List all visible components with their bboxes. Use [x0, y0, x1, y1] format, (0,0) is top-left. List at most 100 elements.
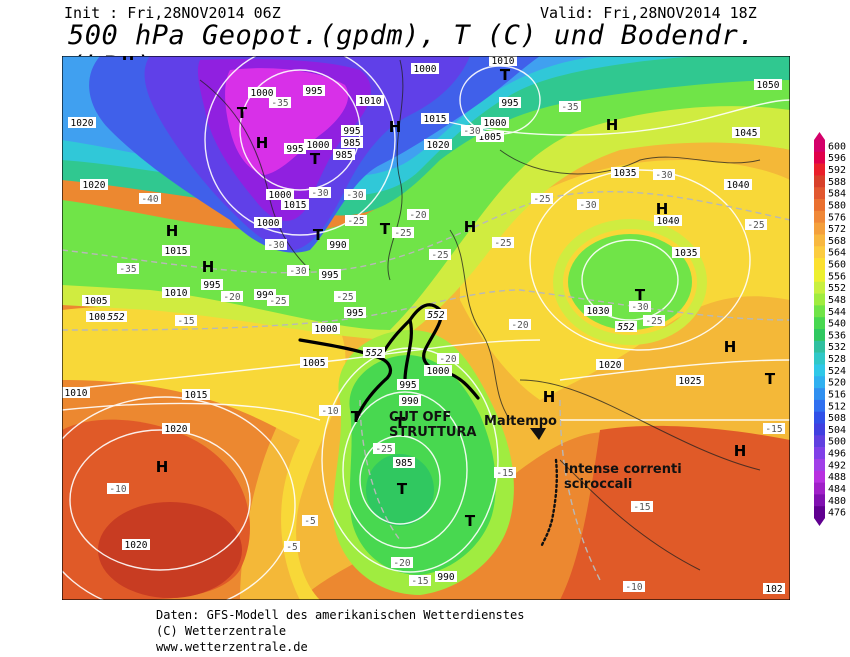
isotherm-label: -20: [409, 210, 426, 221]
valid-time: Valid: Fri,28NOV2014 18Z: [540, 4, 757, 22]
isotherm-label: -30: [267, 240, 284, 251]
label-box: [82, 295, 110, 306]
label-box: [267, 295, 289, 306]
legend-top-arrow: [814, 132, 825, 140]
label-box: [631, 501, 653, 512]
label-box: [494, 467, 516, 478]
label-box: [424, 139, 452, 150]
label-box: [623, 581, 645, 592]
legend-swatch: [814, 246, 825, 259]
high-pressure-label: H: [122, 56, 135, 64]
label-box: [509, 319, 531, 330]
isotherm-label: -10: [625, 582, 642, 593]
field-cutoff-core: [366, 454, 434, 526]
label-box: [559, 101, 581, 112]
isobar-label: 1015: [185, 390, 208, 401]
label-box: [254, 289, 276, 300]
label-box: [312, 323, 340, 334]
legend-label: 484: [828, 484, 846, 495]
map-labels: HTHTHTTHHTHHHHHHHTHTTTTT1000995101010001…: [62, 56, 785, 595]
footer-copyright: (C) Wetterzentrale: [156, 624, 287, 638]
isobar-label: 985: [335, 150, 352, 161]
label-box: [319, 269, 341, 280]
label-box: [754, 79, 782, 90]
label-box: [584, 305, 612, 316]
legend-label: 496: [828, 449, 846, 460]
annotation-correnti-line1: Intense correnti: [564, 462, 682, 477]
label-box: [105, 311, 127, 322]
label-box: [345, 215, 367, 226]
isotherm-label: -15: [765, 424, 782, 435]
label-box: [266, 189, 294, 200]
label-box: [107, 483, 129, 494]
isobar-label: 1005: [85, 296, 108, 307]
label-box: [334, 291, 356, 302]
isobar-label: 995: [286, 144, 303, 155]
legend-label: 524: [828, 366, 846, 377]
legend-swatch: [814, 269, 825, 283]
isobar-label: 1020: [83, 180, 106, 191]
label-box: [399, 395, 421, 406]
isobar-label: 995: [203, 280, 220, 291]
isotherm-label: -40: [141, 194, 158, 205]
footer-source: Daten: GFS-Modell des amerikanischen Wet…: [156, 608, 525, 622]
label-box: [344, 307, 366, 318]
isotherm-label: -15: [496, 468, 513, 479]
legend-label: 476: [828, 508, 846, 519]
annotation-cutoff: CUT OFF STRUTTURA: [389, 410, 476, 440]
isotherm-label: -20: [511, 320, 528, 331]
annotation-cutoff-line1: CUT OFF: [389, 410, 452, 425]
isobar-label: 1015: [424, 114, 447, 125]
label-box: [611, 167, 639, 178]
isobar-label: 990: [256, 290, 273, 301]
low-pressure-label: T: [351, 408, 362, 426]
label-box: [287, 265, 309, 276]
field-red-east: [560, 425, 790, 600]
isobar-label: 995: [399, 380, 416, 391]
low-pressure-label: T: [765, 370, 776, 388]
label-box: [421, 113, 449, 124]
label-box: [304, 139, 332, 150]
isobar-label: 102: [765, 584, 782, 595]
legend-label: 508: [828, 413, 846, 424]
isobar-label: 1010: [359, 96, 382, 107]
legend-label: 576: [828, 212, 846, 223]
label-box: [672, 247, 700, 258]
annotation-correnti: Intense correnti sciroccali: [564, 462, 682, 492]
label-box: [499, 97, 521, 108]
label-box: [429, 249, 451, 260]
label-box: [281, 199, 309, 210]
label-box: [763, 423, 785, 434]
legend-swatch: [814, 494, 825, 507]
label-box: [397, 379, 419, 390]
annotation-maltempo: Maltempo: [484, 414, 557, 429]
low-pressure-label: T: [500, 66, 511, 84]
annotation-cutoff-line2: STRUTTURA: [389, 425, 477, 440]
label-box: [284, 541, 300, 552]
label-box: [492, 237, 514, 248]
label-box: [629, 301, 651, 312]
field-red-core: [98, 502, 242, 598]
geopotential-label: 552: [427, 310, 444, 321]
label-box: [265, 239, 287, 250]
label-box: [437, 353, 459, 364]
legend-swatch: [814, 234, 825, 247]
legend-swatch: [814, 258, 825, 271]
legend-label: 552: [828, 283, 846, 294]
label-box: [62, 387, 90, 398]
high-pressure-label: H: [734, 442, 747, 460]
label-box: [162, 423, 190, 434]
legend-label: 536: [828, 330, 846, 341]
legend-label: 596: [828, 153, 846, 164]
high-pressure-label: H: [724, 338, 737, 356]
label-box: [489, 56, 517, 66]
legend-label: 568: [828, 236, 846, 247]
label-box: [221, 291, 243, 302]
label-box: [745, 219, 767, 230]
isotherm-label: -30: [655, 170, 672, 181]
isobar-label: 1010: [492, 56, 515, 67]
legend-swatch: [814, 506, 825, 519]
legend-swatch: [814, 140, 825, 153]
maltempo-arrow: [530, 428, 546, 440]
isotherm-label: -35: [271, 98, 288, 109]
